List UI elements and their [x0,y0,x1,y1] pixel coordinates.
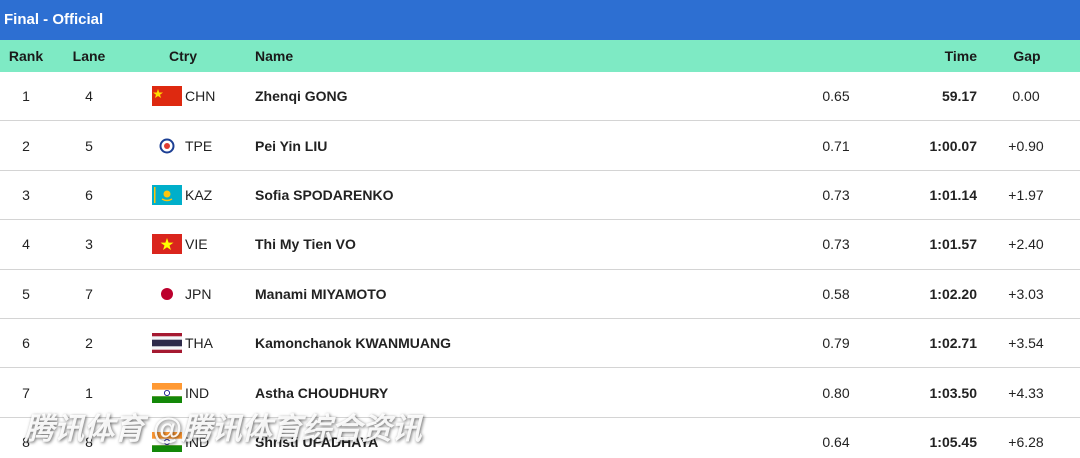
gap: +6.28 [1008,433,1044,450]
reaction-time: 0.65 [822,88,850,105]
lane: 3 [85,236,93,253]
title-bar: Final - Official [0,0,1080,40]
flag [152,431,182,452]
country-code: THA [185,335,213,352]
lane: 1 [85,384,93,401]
lane: 4 [85,88,93,105]
lane: 5 [85,137,93,154]
column-header: Time [944,48,977,64]
time: 1:01.14 [929,186,977,203]
reaction-time: 0.58 [822,285,850,302]
lane: 7 [85,285,93,302]
column-header: Rank [8,48,44,64]
country-code: VIE [185,236,208,253]
rank: 7 [22,384,30,401]
flag [152,382,182,403]
result-row: 6 2 THA Kamonchanok KWANMUANG 0.79 1:02.71 +3.… [0,319,1080,369]
lane: 6 [85,186,93,203]
athlete-name: Shristi UPADHAYA [255,433,379,450]
result-row: 2 5 TPE Pei Yin LIU 0.71 1:00.07 +0.90 [0,121,1080,171]
reaction-time: 0.71 [822,137,850,154]
rank: 4 [22,236,30,253]
result-row: 1 4 CHN Zhenqi GONG 0.65 59.17 0.00 [0,72,1080,122]
country-code: TPE [185,137,213,154]
athlete-name: Manami MIYAMOTO [255,285,387,302]
gap: +2.40 [1008,236,1044,253]
gap: +3.03 [1008,285,1044,302]
time: 1:03.50 [929,384,977,401]
athlete-name: Kamonchanok KWANMUANG [255,335,452,352]
athlete-name: Sofia SPODARENKO [255,186,394,203]
reaction-time: 0.80 [822,384,850,401]
time: 59.17 [941,88,977,105]
gap: 0.00 [1012,88,1040,105]
rank: 6 [22,335,30,352]
header-row: Rank Lane Ctry Name Time Gap [0,40,1080,72]
rank: 5 [22,285,30,302]
gap: +4.33 [1008,384,1044,401]
athlete-name: Zhenqi GONG [255,88,348,105]
flag [152,184,182,205]
lane: 2 [85,335,93,352]
time: 1:00.07 [929,137,977,154]
flag [152,86,182,107]
result-row: 5 7 JPN Manami MIYAMOTO 0.58 1:02.20 +3.03 [0,270,1080,319]
country-code: CHN [185,88,216,105]
reaction-time: 0.73 [822,186,850,203]
reaction-time: 0.79 [822,335,850,352]
rank: 1 [22,88,30,105]
column-header: Name [255,48,294,64]
country-code: KAZ [185,186,213,203]
column-header: Lane [72,48,106,64]
flag [152,283,182,304]
time: 1:02.20 [929,285,977,302]
reaction-time: 0.64 [822,433,850,450]
rank: 3 [22,186,30,203]
watermark: 腾讯体育 @腾讯体育综合资讯 [24,413,422,446]
rank: 2 [22,137,30,154]
flag [152,135,182,156]
result-row: 3 6 KAZ Sofia SPODARENKO 0.73 1:01.14 +1.97 [0,171,1080,221]
flag [152,234,182,255]
column-header: Gap [1013,48,1041,64]
athlete-name: Thi My Tien VO [255,236,356,253]
time: 1:05.45 [929,433,977,450]
athlete-name: Pei Yin LIU [255,137,328,154]
time: 1:01.57 [929,236,977,253]
country-code: JPN [185,285,212,302]
time: 1:02.71 [929,335,977,352]
title: Final - Official [4,11,104,28]
lane: 8 [85,433,93,450]
rank: 8 [22,433,30,450]
gap: +3.54 [1008,335,1044,352]
country-code: IND [185,433,210,450]
flag [152,333,182,354]
athlete-name: Astha CHOUDHURY [255,384,389,401]
column-header: Ctry [168,48,198,64]
country-code: IND [185,384,210,401]
result-row: 8 8 IND Shristi UPADHAYA 0.64 1:05.45 +6.28 [0,418,1080,458]
result-row: 4 3 VIE Thi My Tien VO 0.73 1:01.57 +2.40 [0,220,1080,270]
result-row: 7 1 IND Astha CHOUDHURY 0.80 1:03.50 +4.33 [0,368,1080,418]
gap: +1.97 [1008,186,1044,203]
gap: +0.90 [1008,137,1044,154]
reaction-time: 0.73 [822,236,850,253]
